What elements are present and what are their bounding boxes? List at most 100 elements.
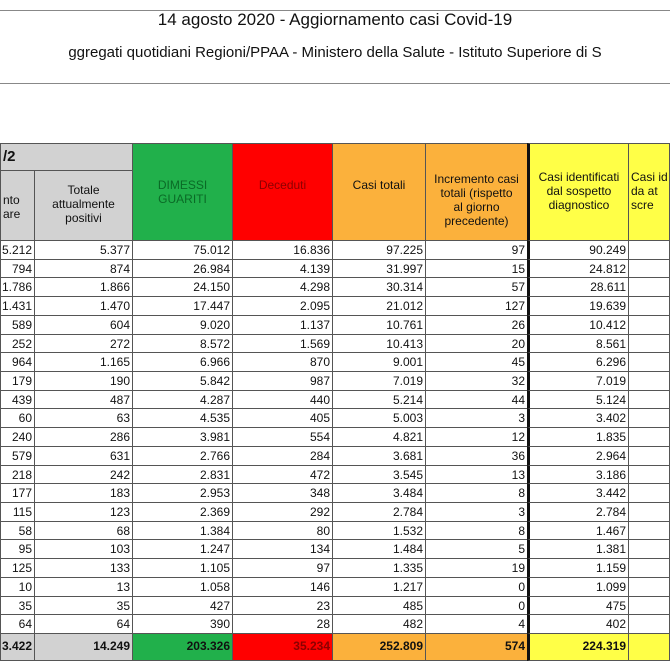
column-header: Casi id da at scre — [628, 143, 670, 241]
table-cell: 60 — [0, 408, 35, 428]
total-cell: 14.249 — [34, 633, 133, 661]
table-cell: 133 — [34, 558, 133, 578]
table-cell: 579 — [0, 446, 35, 466]
table-cell: 31.997 — [332, 259, 426, 278]
table-cell: 10.412 — [527, 315, 629, 335]
table-cell: 146 — [232, 577, 333, 597]
column-header: DIMESSI GUARITI — [132, 143, 233, 241]
table-cell — [628, 577, 670, 597]
table-cell: 487 — [34, 390, 133, 409]
table-cell: 427 — [132, 596, 233, 615]
table-cell — [628, 558, 670, 578]
table-cell: 24.812 — [527, 259, 629, 278]
table-cell — [628, 614, 670, 634]
column-header: nto are — [0, 170, 35, 241]
table-cell: 4 — [425, 614, 528, 634]
table-cell: 1.431 — [0, 296, 35, 316]
table-cell: 1.484 — [332, 539, 426, 559]
total-cell: 252.809 — [332, 633, 426, 661]
table-cell: 97.225 — [332, 240, 426, 260]
table-cell: 17.447 — [132, 296, 233, 316]
table-cell: 6.296 — [527, 352, 629, 372]
table-cell: 19.639 — [527, 296, 629, 316]
table-cell: 964 — [0, 352, 35, 372]
table-cell: 26.984 — [132, 259, 233, 278]
table-cell: 240 — [0, 427, 35, 447]
table-cell: 218 — [0, 465, 35, 484]
table-cell: 7.019 — [527, 371, 629, 391]
table-cell: 23 — [232, 596, 333, 615]
table-cell: 475 — [527, 596, 629, 615]
table-cell: 10 — [0, 577, 35, 597]
table-cell: 183 — [34, 483, 133, 503]
table-cell — [628, 521, 670, 540]
table-cell: 5.377 — [34, 240, 133, 260]
table-cell: 32 — [425, 371, 528, 391]
table-cell: 1.835 — [527, 427, 629, 447]
table-cell: 284 — [232, 446, 333, 466]
table-cell: 440 — [232, 390, 333, 409]
table-cell — [628, 483, 670, 503]
table-cell: 8 — [425, 483, 528, 503]
table-cell: 1.866 — [34, 277, 133, 297]
table-cell: 36 — [425, 446, 528, 466]
table-cell — [628, 427, 670, 447]
table-cell: 8.572 — [132, 334, 233, 353]
table-cell: 6.966 — [132, 352, 233, 372]
table-cell: 405 — [232, 408, 333, 428]
table-cell: 482 — [332, 614, 426, 634]
table-cell: 57 — [425, 277, 528, 297]
table-cell: 5.212 — [0, 240, 35, 260]
table-cell: 589 — [0, 315, 35, 335]
total-cell: 224.319 — [527, 633, 629, 661]
table-cell: 1.159 — [527, 558, 629, 578]
table-cell: 1.165 — [34, 352, 133, 372]
table-cell: 3.442 — [527, 483, 629, 503]
column-header: Totale attualmente positivi — [34, 170, 133, 241]
table-cell — [628, 502, 670, 522]
table-cell: 13 — [425, 465, 528, 484]
table-cell: 190 — [34, 371, 133, 391]
table-cell — [628, 539, 670, 559]
table-cell: 0 — [425, 596, 528, 615]
table-cell: 874 — [34, 259, 133, 278]
table-cell: 2.953 — [132, 483, 233, 503]
table-cell: 390 — [132, 614, 233, 634]
table-cell: 123 — [34, 502, 133, 522]
table-cell: 80 — [232, 521, 333, 540]
table-cell: 10.761 — [332, 315, 426, 335]
table-cell — [628, 352, 670, 372]
table-cell: 7.019 — [332, 371, 426, 391]
table-cell: 1.381 — [527, 539, 629, 559]
table-cell: 125 — [0, 558, 35, 578]
table-cell: 97 — [425, 240, 528, 260]
table-cell: 0 — [425, 577, 528, 597]
column-header: Casi totali — [332, 143, 426, 241]
table-cell: 13 — [34, 577, 133, 597]
table-cell: 242 — [34, 465, 133, 484]
table-cell: 5.124 — [527, 390, 629, 409]
table-cell: 1.470 — [34, 296, 133, 316]
table-cell — [628, 334, 670, 353]
table-cell: 4.821 — [332, 427, 426, 447]
table-cell: 45 — [425, 352, 528, 372]
table-cell: 3.402 — [527, 408, 629, 428]
table-cell: 19 — [425, 558, 528, 578]
table-cell: 4.139 — [232, 259, 333, 278]
table-cell: 2.964 — [527, 446, 629, 466]
table-cell: 2.766 — [132, 446, 233, 466]
table-cell: 604 — [34, 315, 133, 335]
table-cell — [628, 596, 670, 615]
table-cell: 252 — [0, 334, 35, 353]
table-cell: 472 — [232, 465, 333, 484]
table-cell: 1.569 — [232, 334, 333, 353]
table-cell — [628, 315, 670, 335]
total-cell: 3.422 — [0, 633, 35, 661]
table-cell — [628, 259, 670, 278]
table-cell: 24.150 — [132, 277, 233, 297]
table-cell: 8 — [425, 521, 528, 540]
total-cell: 574 — [425, 633, 528, 661]
table-cell: 348 — [232, 483, 333, 503]
table-cell: 28.611 — [527, 277, 629, 297]
